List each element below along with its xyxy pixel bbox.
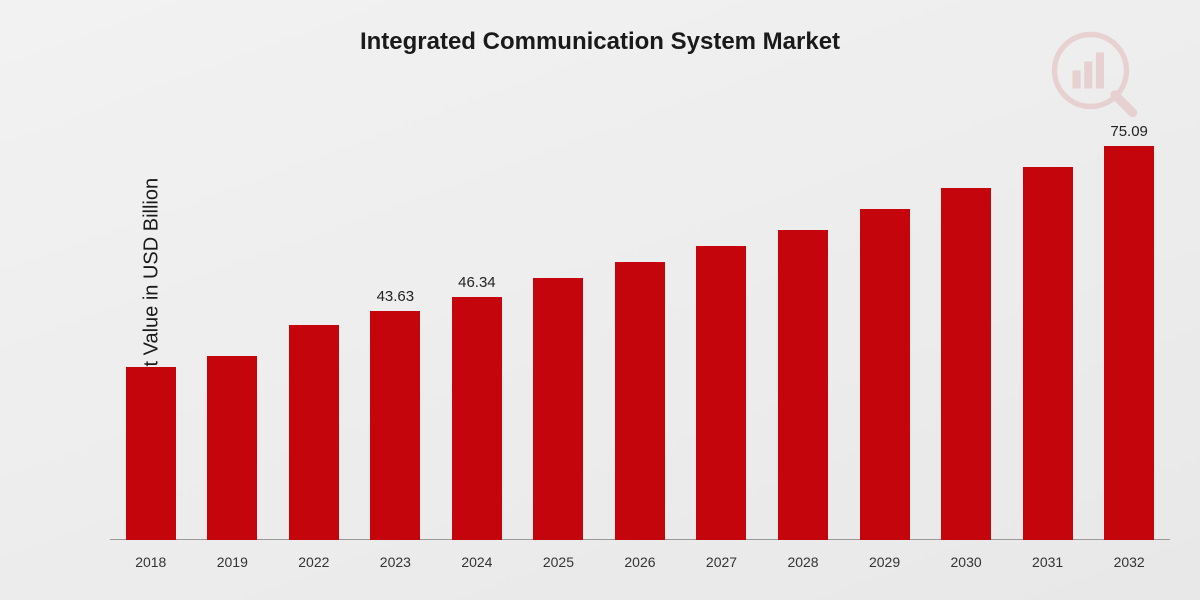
x-axis-label: 2032 xyxy=(1088,554,1170,570)
watermark-logo-icon xyxy=(1050,30,1140,120)
x-axis-label: 2029 xyxy=(844,554,926,570)
bar xyxy=(1104,146,1154,540)
x-axis-label: 2027 xyxy=(681,554,763,570)
plot-area: 43.63 46.34 75.09 xyxy=(110,120,1170,540)
bar xyxy=(860,209,910,540)
bar xyxy=(615,262,665,540)
bar xyxy=(207,356,257,540)
x-axis-label: 2022 xyxy=(273,554,355,570)
bar-slot: 43.63 xyxy=(355,120,437,540)
x-axis-label: 2025 xyxy=(518,554,600,570)
bar xyxy=(126,367,176,540)
bar xyxy=(1023,167,1073,540)
bar-slot: 46.34 xyxy=(436,120,518,540)
chart-title: Integrated Communication System Market xyxy=(0,28,1200,56)
x-axis-labels: 2018201920222023202420252026202720282029… xyxy=(110,554,1170,570)
x-axis-label: 2028 xyxy=(762,554,844,570)
bars-container: 43.63 46.34 75.09 xyxy=(110,120,1170,540)
bar-slot xyxy=(110,120,192,540)
bar-slot xyxy=(925,120,1007,540)
bar xyxy=(778,230,828,540)
bar-slot xyxy=(681,120,763,540)
x-axis-label: 2023 xyxy=(355,554,437,570)
bar-value-label: 75.09 xyxy=(1110,123,1148,140)
bar-slot xyxy=(1007,120,1089,540)
x-axis-label: 2019 xyxy=(192,554,274,570)
x-axis-label: 2031 xyxy=(1007,554,1089,570)
x-axis-label: 2030 xyxy=(925,554,1007,570)
x-axis-label: 2024 xyxy=(436,554,518,570)
x-axis-label: 2026 xyxy=(599,554,681,570)
x-axis-label: 2018 xyxy=(110,554,192,570)
bar xyxy=(370,311,420,540)
bar xyxy=(696,246,746,540)
bar-slot xyxy=(599,120,681,540)
bar-slot xyxy=(762,120,844,540)
bar-value-label: 46.34 xyxy=(458,274,496,291)
bar xyxy=(941,188,991,540)
bar-slot xyxy=(192,120,274,540)
bar xyxy=(452,297,502,540)
bar xyxy=(289,325,339,540)
bar-slot xyxy=(273,120,355,540)
bar-slot xyxy=(518,120,600,540)
bar-slot: 75.09 xyxy=(1088,120,1170,540)
bar xyxy=(533,278,583,541)
bar-slot xyxy=(844,120,926,540)
bar-value-label: 43.63 xyxy=(377,288,415,305)
